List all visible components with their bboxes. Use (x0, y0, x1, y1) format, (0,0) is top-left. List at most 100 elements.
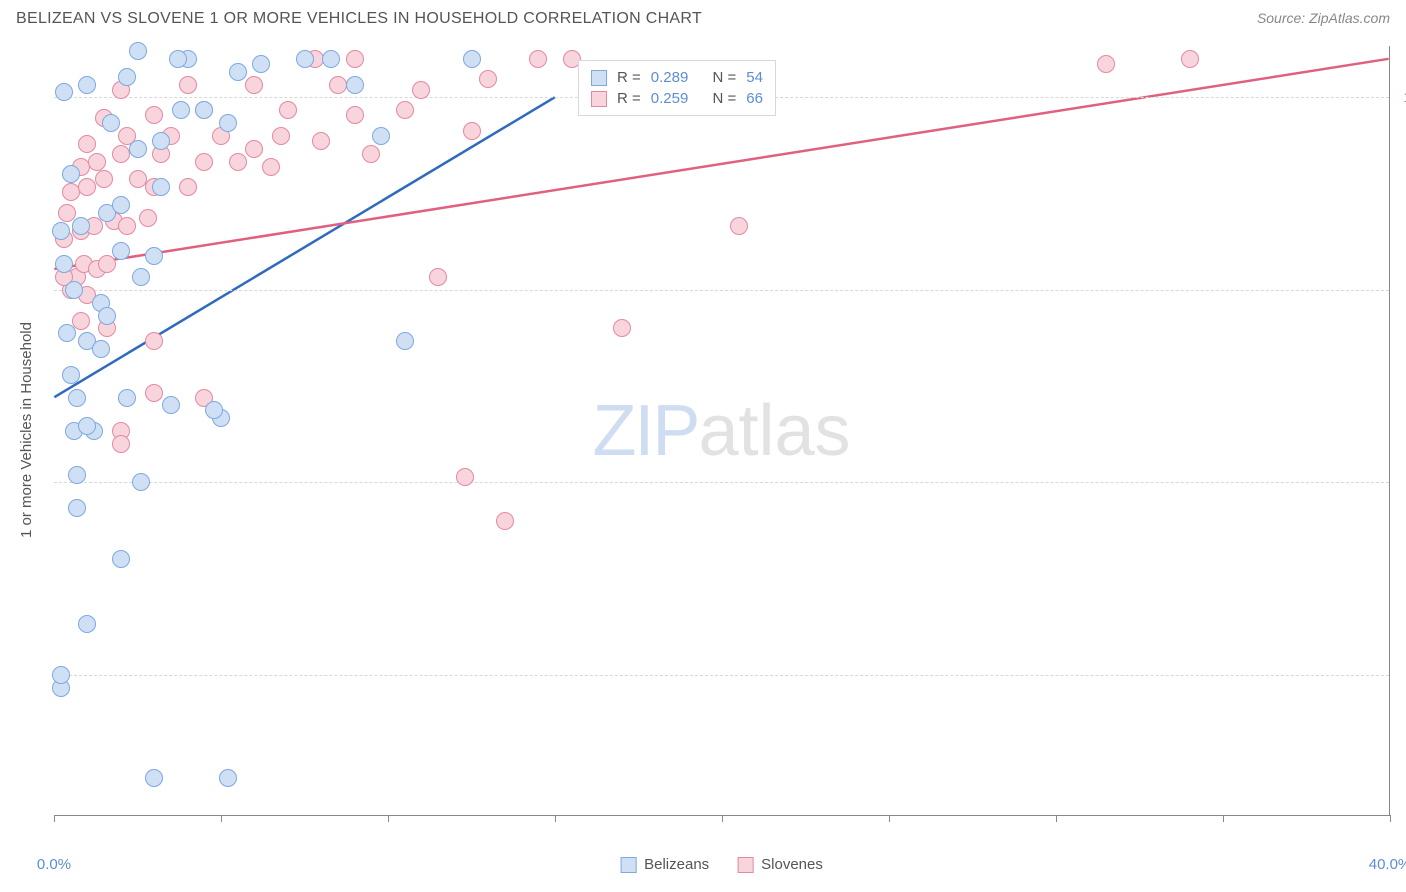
x-tick (54, 815, 55, 822)
source-label: Source: ZipAtlas.com (1257, 10, 1390, 26)
scatter-point-belizeans (132, 473, 150, 491)
gridline (54, 482, 1389, 483)
scatter-point-belizeans (65, 281, 83, 299)
scatter-point-slovenes (496, 512, 514, 530)
chart-area: ZIPatlas 77.5%85.0%92.5%100.0%0.0%40.0% … (54, 46, 1390, 816)
scatter-point-belizeans (162, 396, 180, 414)
scatter-point-belizeans (152, 132, 170, 150)
legend-item-belizeans: Belizeans (620, 856, 709, 873)
legend-swatch-slovenes (737, 857, 753, 873)
scatter-point-belizeans (219, 769, 237, 787)
scatter-point-slovenes (145, 384, 163, 402)
scatter-point-slovenes (329, 76, 347, 94)
scatter-point-belizeans (92, 340, 110, 358)
scatter-point-belizeans (463, 50, 481, 68)
scatter-point-belizeans (118, 389, 136, 407)
scatter-point-belizeans (112, 242, 130, 260)
scatter-point-slovenes (279, 101, 297, 119)
scatter-point-slovenes (429, 268, 447, 286)
x-tick (722, 815, 723, 822)
scatter-point-belizeans (68, 389, 86, 407)
scatter-point-slovenes (179, 178, 197, 196)
scatter-point-belizeans (68, 466, 86, 484)
scatter-point-belizeans (52, 222, 70, 240)
scatter-point-belizeans (58, 324, 76, 342)
gridline (54, 290, 1389, 291)
stats-row-belizeans: R = 0.289 N = 54 (591, 67, 763, 88)
y-tick-label: 100.0% (1395, 89, 1406, 105)
x-tick (1223, 815, 1224, 822)
legend-label-slovenes: Slovenes (761, 856, 823, 873)
scatter-point-slovenes (1181, 50, 1199, 68)
scatter-point-slovenes (362, 145, 380, 163)
y-axis-title: 1 or more Vehicles in Household (18, 322, 35, 538)
scatter-point-belizeans (169, 50, 187, 68)
scatter-point-slovenes (479, 70, 497, 88)
scatter-point-belizeans (112, 196, 130, 214)
scatter-point-belizeans (112, 550, 130, 568)
scatter-point-slovenes (88, 153, 106, 171)
scatter-point-belizeans (132, 268, 150, 286)
scatter-point-slovenes (78, 178, 96, 196)
scatter-point-slovenes (179, 76, 197, 94)
x-tick (555, 815, 556, 822)
n-label: N = (712, 69, 736, 86)
scatter-point-belizeans (296, 50, 314, 68)
scatter-point-belizeans (55, 255, 73, 273)
scatter-point-slovenes (463, 122, 481, 140)
scatter-point-slovenes (412, 81, 430, 99)
scatter-point-slovenes (229, 153, 247, 171)
scatter-point-slovenes (195, 153, 213, 171)
scatter-point-slovenes (346, 106, 364, 124)
stats-box: R = 0.289 N = 54 R = 0.259 N = 66 (578, 60, 776, 116)
scatter-point-belizeans (78, 417, 96, 435)
r-value-slovenes: 0.259 (651, 90, 689, 107)
scatter-point-slovenes (112, 145, 130, 163)
trend-lines (54, 46, 1389, 815)
r-label: R = (617, 69, 641, 86)
scatter-point-slovenes (245, 140, 263, 158)
scatter-point-slovenes (613, 319, 631, 337)
scatter-point-belizeans (118, 68, 136, 86)
scatter-point-slovenes (139, 209, 157, 227)
n-label: N = (712, 90, 736, 107)
scatter-point-belizeans (129, 140, 147, 158)
scatter-point-slovenes (95, 170, 113, 188)
scatter-point-slovenes (118, 217, 136, 235)
scatter-point-belizeans (68, 499, 86, 517)
stats-row-slovenes: R = 0.259 N = 66 (591, 88, 763, 109)
scatter-point-slovenes (312, 132, 330, 150)
scatter-point-belizeans (152, 178, 170, 196)
r-label: R = (617, 90, 641, 107)
n-value-belizeans: 54 (746, 69, 763, 86)
chart-title: BELIZEAN VS SLOVENE 1 OR MORE VEHICLES I… (16, 10, 702, 28)
y-tick-label: 92.5% (1395, 282, 1406, 298)
scatter-point-belizeans (396, 332, 414, 350)
scatter-point-belizeans (72, 217, 90, 235)
y-tick-label: 85.0% (1395, 474, 1406, 490)
scatter-point-slovenes (396, 101, 414, 119)
scatter-point-belizeans (145, 247, 163, 265)
scatter-point-slovenes (456, 468, 474, 486)
scatter-point-slovenes (245, 76, 263, 94)
scatter-point-belizeans (62, 366, 80, 384)
scatter-point-belizeans (172, 101, 190, 119)
x-tick (221, 815, 222, 822)
scatter-point-belizeans (372, 127, 390, 145)
scatter-point-slovenes (272, 127, 290, 145)
x-tick (388, 815, 389, 822)
legend-label-belizeans: Belizeans (644, 856, 709, 873)
scatter-point-belizeans (195, 101, 213, 119)
legend-swatch-belizeans (620, 857, 636, 873)
n-value-slovenes: 66 (746, 90, 763, 107)
scatter-point-slovenes (129, 170, 147, 188)
scatter-point-slovenes (1097, 55, 1115, 73)
scatter-point-belizeans (52, 666, 70, 684)
scatter-point-slovenes (262, 158, 280, 176)
scatter-point-belizeans (346, 76, 364, 94)
gridline (54, 675, 1389, 676)
scatter-point-slovenes (62, 183, 80, 201)
scatter-point-belizeans (78, 76, 96, 94)
legend-item-slovenes: Slovenes (737, 856, 823, 873)
scatter-point-slovenes (529, 50, 547, 68)
